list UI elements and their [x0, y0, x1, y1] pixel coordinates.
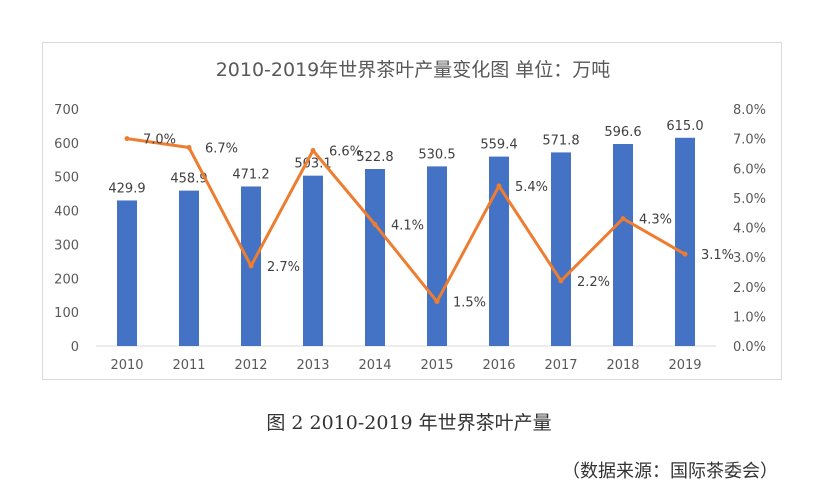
x-tick-label: 2016: [482, 358, 515, 373]
x-tick-label: 2011: [172, 358, 205, 373]
line-data-label: 4.3%: [639, 213, 672, 228]
line-data-label: 7.0%: [143, 133, 176, 148]
y2-tick-label: 8.0%: [733, 103, 766, 118]
growth-rate-point: [434, 299, 440, 305]
growth-rate-point: [248, 263, 254, 269]
growth-rate-point: [682, 251, 688, 257]
x-tick-label: 2014: [358, 358, 391, 373]
y-tick-label: 500: [54, 171, 79, 186]
bar-data-label: 596.6: [604, 125, 641, 140]
x-tick-label: 2010: [110, 358, 143, 373]
chart-frame: 2010-2019年世界茶叶产量变化图 单位：万吨 0 100 200 300 400 50…: [42, 42, 782, 380]
bar: [179, 190, 199, 346]
bar: [613, 144, 633, 346]
figure-caption: 图 2 2010-2019 年世界茶叶产量: [266, 412, 552, 434]
bar: [489, 156, 509, 346]
growth-rate-point: [372, 222, 378, 228]
bar-data-label: 429.9: [108, 181, 145, 196]
x-tick-label: 2019: [668, 358, 701, 373]
chart-svg: 2010-2019年世界茶叶产量变化图 单位：万吨 0 100 200 300 400 50…: [54, 59, 766, 373]
chart-title: 2010-2019年世界茶叶产量变化图 单位：万吨: [216, 59, 611, 81]
x-tick-label: 2017: [544, 358, 577, 373]
growth-rate-point: [186, 145, 192, 151]
line-data-label: 2.7%: [267, 260, 300, 275]
bar-data-label: 615.0: [666, 119, 703, 134]
bar: [365, 168, 385, 346]
line-data-label: 4.1%: [391, 219, 424, 234]
bar: [551, 152, 571, 346]
bar-data-label: 559.4: [480, 138, 517, 153]
bar: [675, 137, 695, 346]
y-tick-label: 100: [54, 306, 79, 321]
y2-tick-label: 1.0%: [733, 310, 766, 325]
line-data-label: 5.4%: [515, 180, 548, 195]
y2-tick-label: 0.0%: [733, 340, 766, 355]
growth-rate-line: [126, 137, 686, 304]
growth-rate-point: [310, 147, 316, 153]
growth-rate-point: [558, 278, 564, 284]
y-tick-label: 300: [54, 238, 79, 253]
bar: [117, 200, 137, 346]
line-data-label: 2.2%: [577, 275, 610, 290]
growth-rate-point: [496, 183, 502, 189]
y2-tick-label: 7.0%: [733, 133, 766, 148]
bar: [427, 166, 447, 346]
y2-tick-label: 3.0%: [733, 251, 766, 266]
y2-tick-label: 2.0%: [733, 281, 766, 296]
bar-data-label: 530.5: [418, 147, 455, 162]
line-data-label: 3.1%: [701, 248, 734, 263]
line-data-label: 6.6%: [329, 144, 362, 159]
y2-tick-label: 5.0%: [733, 192, 766, 207]
bar-data-label: 471.2: [232, 167, 269, 182]
line-data-label: 1.5%: [453, 296, 486, 311]
x-tick-label: 2015: [420, 358, 453, 373]
bar-data-label: 522.8: [356, 150, 393, 165]
y2-tick-label: 4.0%: [733, 222, 766, 237]
x-tick-label: 2013: [296, 358, 329, 373]
y-tick-label: 600: [54, 137, 79, 152]
y2-tick-label: 6.0%: [733, 162, 766, 177]
line-data-label: 6.7%: [205, 142, 238, 157]
y-tick-label: 0: [71, 340, 79, 355]
bar-data-label: 571.8: [542, 133, 579, 148]
bar: [303, 175, 323, 346]
y-tick-label: 700: [54, 103, 79, 118]
y-tick-label: 200: [54, 272, 79, 287]
growth-rate-point: [124, 136, 130, 142]
growth-rate-point: [620, 216, 626, 222]
bar-data-label: 458.9: [170, 172, 207, 187]
y-tick-label: 400: [54, 205, 79, 220]
data-source: （数据来源：国际茶委会）: [562, 461, 778, 482]
x-tick-label: 2018: [606, 358, 639, 373]
x-tick-label: 2012: [234, 358, 267, 373]
